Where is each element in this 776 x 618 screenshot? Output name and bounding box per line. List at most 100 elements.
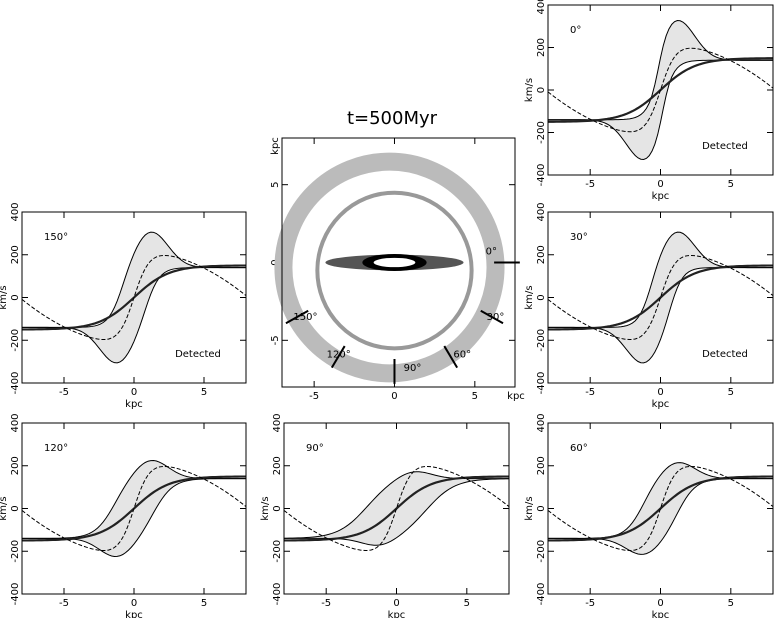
figure-title: t=500Myr: [347, 108, 438, 129]
x-axis-label: kpc: [652, 610, 670, 618]
panel-label: 30°: [570, 232, 588, 243]
x-axis-label: kpc: [652, 191, 670, 202]
y-tick-label: -200: [536, 121, 547, 144]
y-tick-label: 200: [272, 456, 283, 475]
y-axis-label: km/s: [524, 496, 535, 520]
x-tick-label: 0: [391, 391, 397, 402]
y-tick-label: 200: [10, 456, 21, 475]
y-tick-label: 5: [270, 182, 281, 188]
y-tick-label: -400: [536, 372, 547, 395]
image-frame: [281, 137, 516, 388]
y-axis-label: km/s: [0, 496, 9, 520]
detected-note: Detected: [175, 349, 221, 360]
x-tick-label: 0: [131, 598, 137, 609]
x-tick-label: 5: [728, 387, 734, 398]
y-axis-label: km/s: [260, 496, 271, 520]
y-tick-label: 200: [10, 245, 21, 264]
envelope: [22, 478, 247, 557]
x-tick-label: -5: [59, 387, 69, 398]
y-tick-label: 400: [536, 413, 547, 432]
model-curve: [547, 47, 774, 133]
x-axis-label: kpc: [388, 610, 406, 618]
y-tick-label: 0: [10, 294, 21, 300]
y-tick-label: -200: [10, 329, 21, 352]
y-tick-label: 200: [536, 456, 547, 475]
slit-label: 30°: [487, 312, 505, 323]
plot-frame: [547, 4, 774, 176]
y-tick-label: 400: [536, 0, 547, 15]
slit-marker: [480, 309, 504, 325]
x-tick-label: -5: [59, 598, 69, 609]
x-axis-label: kpc: [652, 399, 670, 410]
panel-label: 0°: [570, 25, 581, 36]
slit-label: 0°: [486, 247, 497, 258]
x-tick-label: 0: [131, 387, 137, 398]
ridge: [547, 264, 774, 331]
y-tick-label: -400: [10, 583, 21, 606]
panel-label: 60°: [570, 443, 588, 454]
plot-frame: [21, 211, 247, 384]
model-curve: [283, 465, 510, 552]
x-tick-label: -5: [585, 387, 595, 398]
y-tick-label: 0: [536, 294, 547, 300]
y-tick-label: -400: [536, 164, 547, 187]
panel-label: 120°: [44, 443, 68, 454]
ring: [315, 190, 474, 351]
y-tick-label: -400: [536, 583, 547, 606]
y-tick-label: -400: [272, 583, 283, 606]
outer-arm: [274, 152, 505, 383]
y-axis-label: km/s: [0, 285, 9, 309]
y-tick-label: 400: [536, 202, 547, 221]
y-tick-label: 0: [272, 505, 283, 511]
y-tick-label: 0: [10, 505, 21, 511]
x-tick-label: 5: [728, 179, 734, 190]
slit-marker: [285, 309, 309, 325]
y-tick-label: -200: [10, 540, 21, 563]
plot-frame: [547, 422, 774, 595]
model-curve: [21, 465, 247, 552]
envelope: [22, 267, 247, 364]
x-tick-label: -5: [309, 391, 319, 402]
x-tick-label: 5: [472, 391, 478, 402]
y-tick-label: 400: [10, 413, 21, 432]
model-curve: [21, 254, 247, 341]
panel-label: 150°: [44, 232, 68, 243]
detected-note: Detected: [702, 349, 748, 360]
slit-label: 60°: [453, 349, 471, 360]
y-axis-label: kpc: [270, 137, 281, 155]
y-tick-label: -200: [272, 540, 283, 563]
x-tick-label: 5: [464, 598, 470, 609]
envelope: [283, 478, 510, 546]
x-axis-label: kpc: [125, 610, 143, 618]
y-axis-label: km/s: [524, 285, 535, 309]
y-tick-label: 400: [272, 413, 283, 432]
x-tick-label: -5: [585, 598, 595, 609]
ridge: [547, 475, 774, 542]
detected-note: Detected: [702, 141, 748, 152]
x-tick-label: 0: [657, 179, 663, 190]
panel-label: 90°: [306, 443, 324, 454]
y-axis-label: km/s: [524, 78, 535, 102]
x-tick-label: 0: [657, 598, 663, 609]
y-tick-label: -5: [270, 335, 281, 345]
x-tick-label: 5: [201, 387, 207, 398]
x-tick-label: 5: [728, 598, 734, 609]
x-tick-label: 5: [201, 598, 207, 609]
y-tick-label: 200: [536, 38, 547, 57]
slit-label: 90°: [404, 363, 422, 374]
slit-label: 150°: [293, 312, 317, 323]
slit-marker: [443, 345, 459, 369]
slit-label: 120°: [327, 349, 351, 360]
y-tick-label: 200: [536, 245, 547, 264]
y-tick-label: 400: [10, 202, 21, 221]
ridge: [283, 475, 510, 542]
x-tick-label: 0: [657, 387, 663, 398]
slit-marker: [330, 345, 346, 369]
y-tick-label: -200: [536, 329, 547, 352]
y-tick-label: -400: [10, 372, 21, 395]
x-axis-label: kpc: [125, 399, 143, 410]
plot-frame: [547, 211, 774, 384]
x-tick-label: -5: [321, 598, 331, 609]
envelope: [548, 267, 773, 364]
